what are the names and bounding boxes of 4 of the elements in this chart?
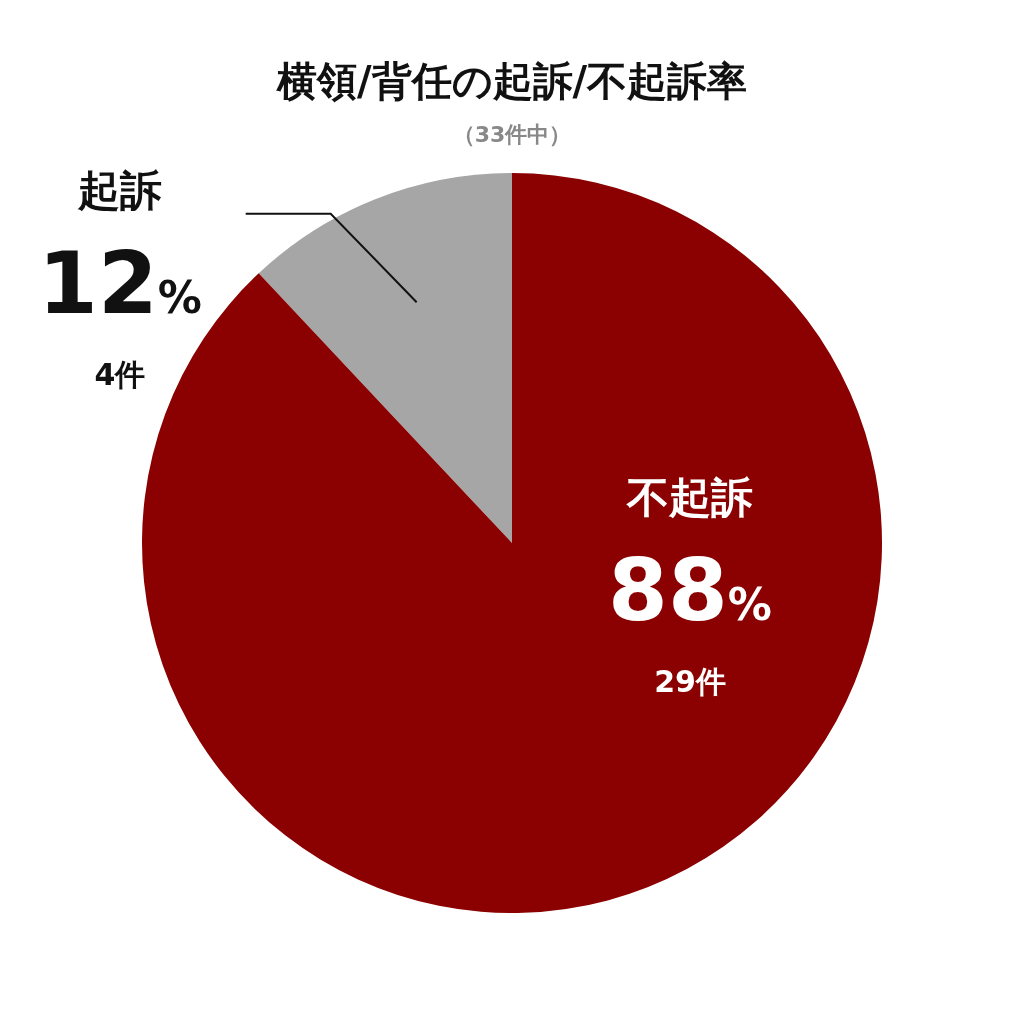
chart-subtitle: （33件中） (452, 122, 572, 147)
data-label: 12% (38, 233, 202, 333)
chart-title: 横領/背任の起訴/不起訴率 (275, 58, 748, 104)
slice-label: 起訴 (77, 166, 162, 215)
